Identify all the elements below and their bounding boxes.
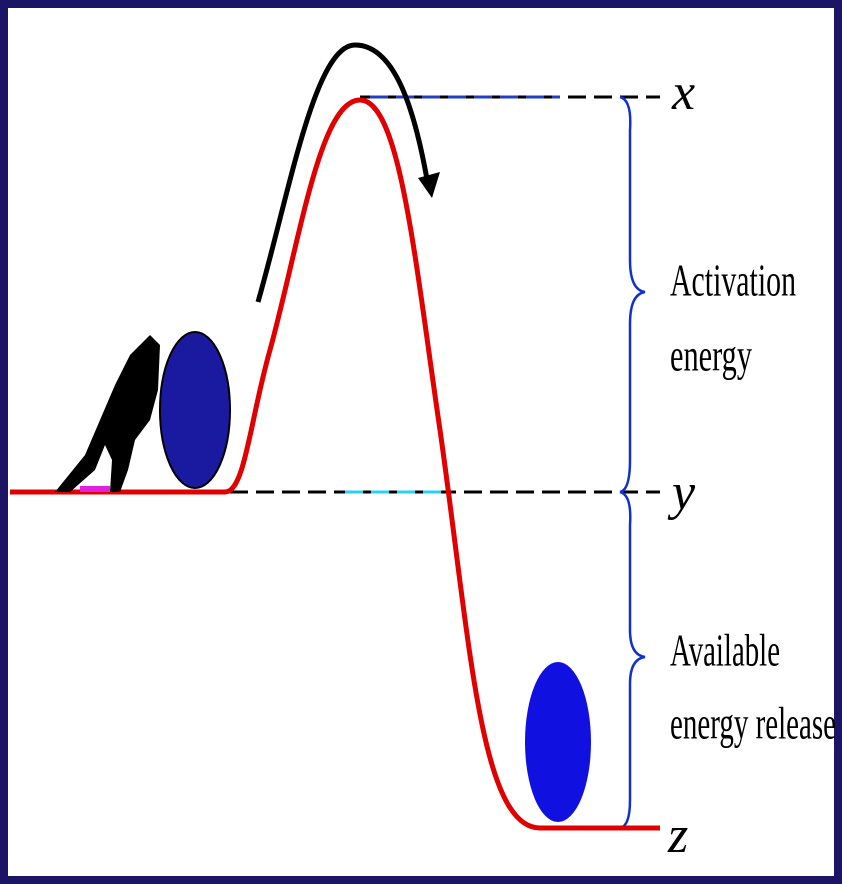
release-label: Available <box>670 625 780 676</box>
person-shadow <box>80 486 110 492</box>
boulder-end <box>525 662 591 822</box>
level-z-label: z <box>667 807 688 864</box>
level-x-label: x <box>671 64 695 121</box>
diagram: x y z Activation energy Available energy… <box>0 0 842 884</box>
activation-label: energy <box>670 330 752 381</box>
release-label: energy release <box>670 698 836 749</box>
boulder-start <box>160 332 230 488</box>
level-y-label: y <box>667 464 696 521</box>
activation-label: Activation <box>670 255 796 306</box>
